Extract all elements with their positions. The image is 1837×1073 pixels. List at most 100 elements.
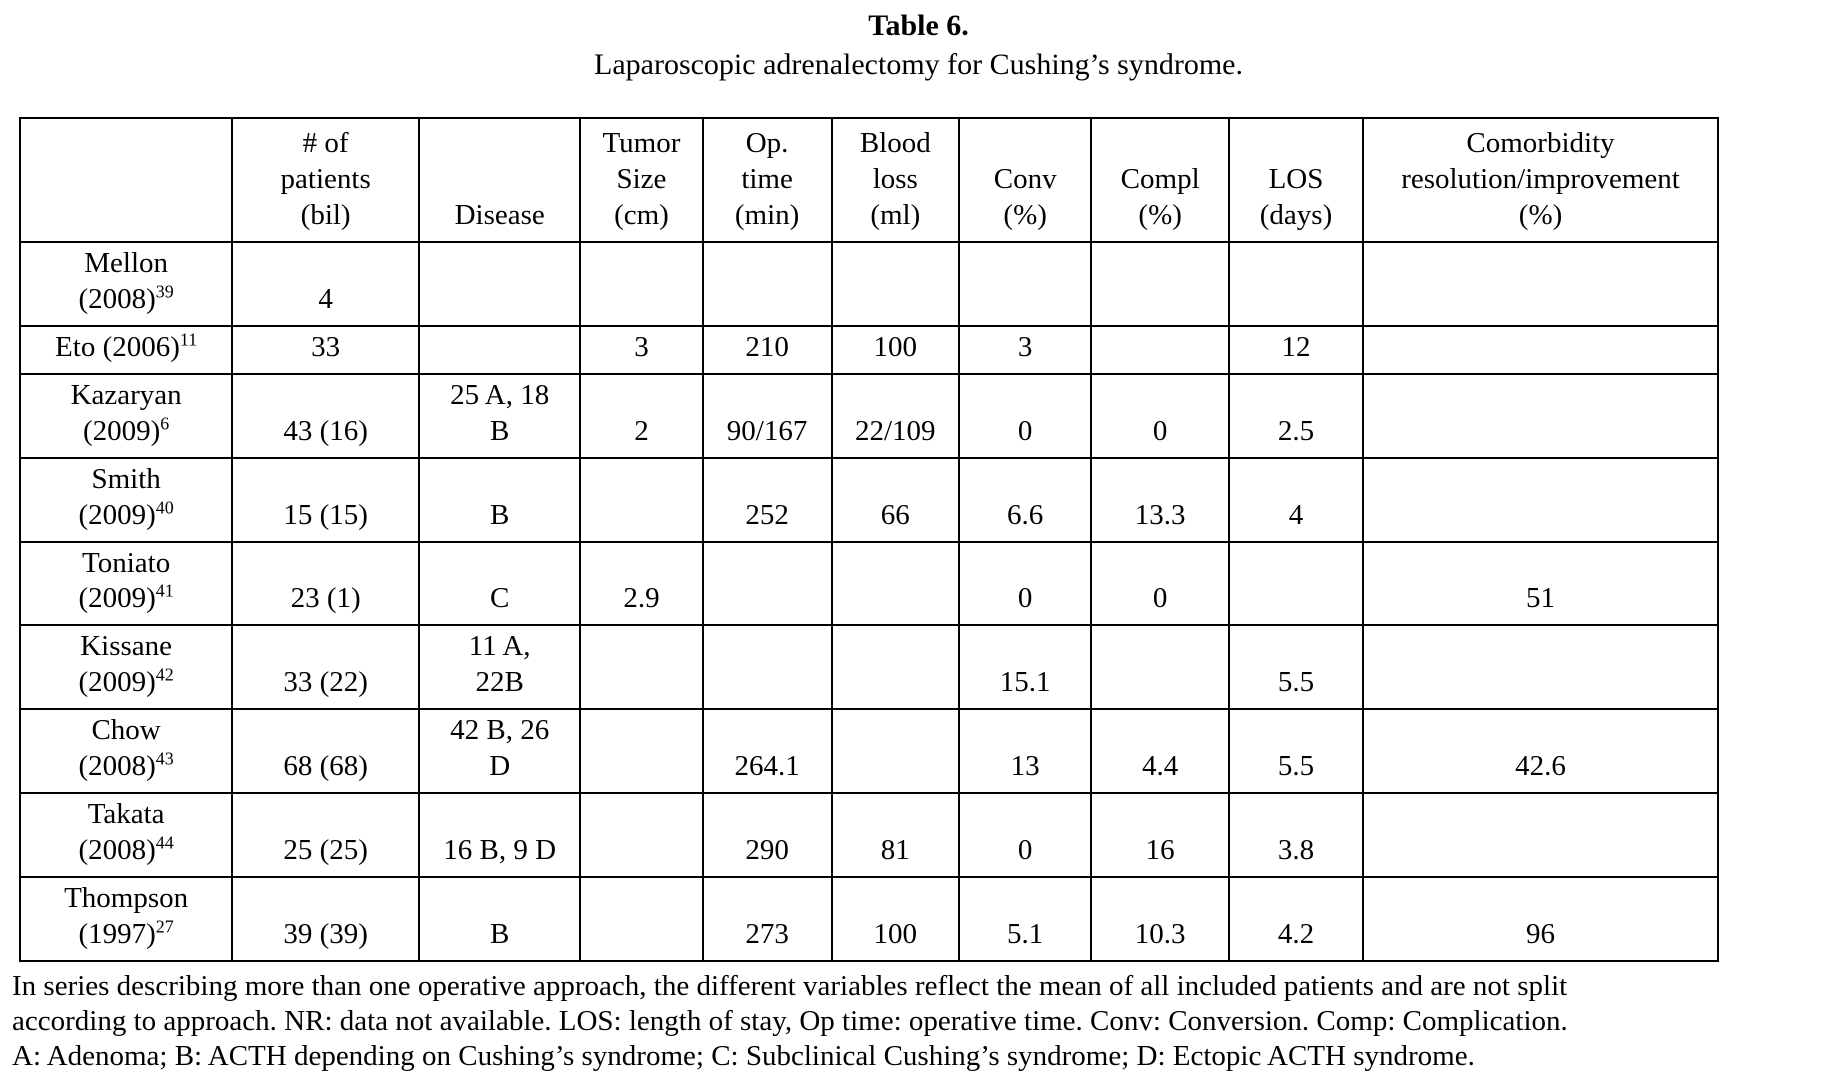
cell-patients: 68 (68) xyxy=(231,708,421,795)
cell-conv: 3 xyxy=(957,324,1093,375)
cell-comorbidity xyxy=(1362,240,1719,327)
table-row: Eto (2006)11 33 3 210 100 3 12 xyxy=(18,324,1719,375)
study-cell: Smith (2009)40 xyxy=(18,456,234,543)
cell-patients: 25 (25) xyxy=(231,792,421,879)
cell-disease: 42 B, 26 D xyxy=(418,708,582,795)
cell-comorbidity: 42.6 xyxy=(1362,708,1719,795)
cell-compl: 10.3 xyxy=(1090,876,1230,963)
column-header-compl: Compl (%) xyxy=(1090,117,1230,243)
cell-tumor xyxy=(579,240,704,327)
cell-conv: 0 xyxy=(957,792,1093,879)
cell-compl: 16 xyxy=(1090,792,1230,879)
cell-tumor xyxy=(579,624,704,711)
cell-los xyxy=(1227,540,1365,627)
cell-conv: 0 xyxy=(957,540,1093,627)
cell-tumor: 2.9 xyxy=(579,540,704,627)
cell-los: 12 xyxy=(1227,324,1365,375)
reference-superscript: 27 xyxy=(155,916,174,937)
cell-conv: 13 xyxy=(957,708,1093,795)
cell-blood: 22/109 xyxy=(830,372,960,459)
reference-superscript: 11 xyxy=(179,329,198,350)
footnote-line: according to approach. NR: data not avai… xyxy=(12,1004,1568,1037)
cell-comorbidity xyxy=(1362,324,1719,375)
cell-comorbidity xyxy=(1362,792,1719,879)
cell-los: 5.5 xyxy=(1227,708,1365,795)
cell-comorbidity xyxy=(1362,624,1719,711)
cell-optime: 290 xyxy=(701,792,833,879)
table-row: Kissane (2009)42 33 (22) 11 A, 22B 15.1 5.5 xyxy=(18,624,1719,711)
cell-disease xyxy=(418,240,582,327)
study-cell: Chow (2008)43 xyxy=(18,708,234,795)
cell-patients: 15 (15) xyxy=(231,456,421,543)
cell-disease: B xyxy=(418,456,582,543)
footnote-line: A: Adenoma; B: ACTH depending on Cushing… xyxy=(12,1039,1475,1072)
cell-tumor xyxy=(579,456,704,543)
cell-compl: 0 xyxy=(1090,540,1230,627)
study-cell: Mellon (2008)39 xyxy=(18,240,234,327)
cell-optime: 210 xyxy=(701,324,833,375)
table-row: Mellon (2008)39 4 xyxy=(18,240,1719,327)
cell-conv: 5.1 xyxy=(957,876,1093,963)
cell-conv: 0 xyxy=(957,372,1093,459)
cell-tumor xyxy=(579,708,704,795)
cell-optime: 273 xyxy=(701,876,833,963)
cell-comorbidity: 51 xyxy=(1362,540,1719,627)
table-row: Chow (2008)43 68 (68) 42 B, 26 D 264.1 13 4.4 5… xyxy=(18,708,1719,795)
cell-conv xyxy=(957,240,1093,327)
reference-superscript: 42 xyxy=(155,664,174,685)
header-row: # of patients (bil) Disease Tumor Size (cm… xyxy=(18,117,1719,243)
cell-patients: 39 (39) xyxy=(231,876,421,963)
cell-compl: 0 xyxy=(1090,372,1230,459)
cell-los: 4.2 xyxy=(1227,876,1365,963)
cell-tumor xyxy=(579,792,704,879)
cell-los: 3.8 xyxy=(1227,792,1365,879)
table-footnote: In series describing more than one opera… xyxy=(12,969,1837,1073)
cell-optime xyxy=(701,240,833,327)
cell-patients: 33 (22) xyxy=(231,624,421,711)
cell-comorbidity xyxy=(1362,372,1719,459)
column-header-blood: Blood loss (ml) xyxy=(830,117,960,243)
cell-compl xyxy=(1090,624,1230,711)
reference-superscript: 44 xyxy=(155,832,174,853)
table-row: Toniato (2009)41 23 (1) C 2.9 0 0 51 xyxy=(18,540,1719,627)
cell-comorbidity xyxy=(1362,456,1719,543)
cell-conv: 6.6 xyxy=(957,456,1093,543)
study-cell: Toniato (2009)41 xyxy=(18,540,234,627)
cell-patients: 33 xyxy=(231,324,421,375)
study-cell: Kazaryan (2009)6 xyxy=(18,372,234,459)
cell-disease: C xyxy=(418,540,582,627)
cell-los xyxy=(1227,240,1365,327)
reference-superscript: 41 xyxy=(155,580,174,601)
cell-los: 5.5 xyxy=(1227,624,1365,711)
cell-optime: 252 xyxy=(701,456,833,543)
table-row: Kazaryan (2009)6 43 (16) 25 A, 18 B 2 90/167 2… xyxy=(18,372,1719,459)
table-title: Table 6. xyxy=(868,9,969,42)
cell-blood: 100 xyxy=(830,876,960,963)
table-row: Thompson (1997)27 39 (39) B 273 100 5.1 10.3 4.2… xyxy=(18,876,1719,963)
study-cell: Eto (2006)11 xyxy=(18,324,234,375)
cell-comorbidity: 96 xyxy=(1362,876,1719,963)
cell-compl xyxy=(1090,240,1230,327)
reference-superscript: 43 xyxy=(155,748,174,769)
cell-disease: 11 A, 22B xyxy=(418,624,582,711)
reference-superscript: 39 xyxy=(155,281,174,302)
reference-superscript: 40 xyxy=(155,496,174,517)
cell-blood xyxy=(830,240,960,327)
column-header-study xyxy=(18,117,234,243)
column-header-comorbidity: Comorbidity resolution/improvement (%) xyxy=(1362,117,1719,243)
cell-disease: 16 B, 9 D xyxy=(418,792,582,879)
cell-disease: B xyxy=(418,876,582,963)
cell-blood: 100 xyxy=(830,324,960,375)
cell-compl: 4.4 xyxy=(1090,708,1230,795)
cell-blood xyxy=(830,708,960,795)
table-caption: Table 6. Laparoscopic adrenalectomy for … xyxy=(0,0,1837,84)
cell-los: 4 xyxy=(1227,456,1365,543)
column-header-patients: # of patients (bil) xyxy=(231,117,421,243)
study-cell: Takata (2008)44 xyxy=(18,792,234,879)
table-row: Smith (2009)40 15 (15) B 252 66 6.6 13.3 4 xyxy=(18,456,1719,543)
column-header-optime: Op. time (min) xyxy=(701,117,833,243)
footnote-line: In series describing more than one opera… xyxy=(12,970,1568,1003)
cell-blood xyxy=(830,540,960,627)
column-header-los: LOS (days) xyxy=(1227,117,1365,243)
